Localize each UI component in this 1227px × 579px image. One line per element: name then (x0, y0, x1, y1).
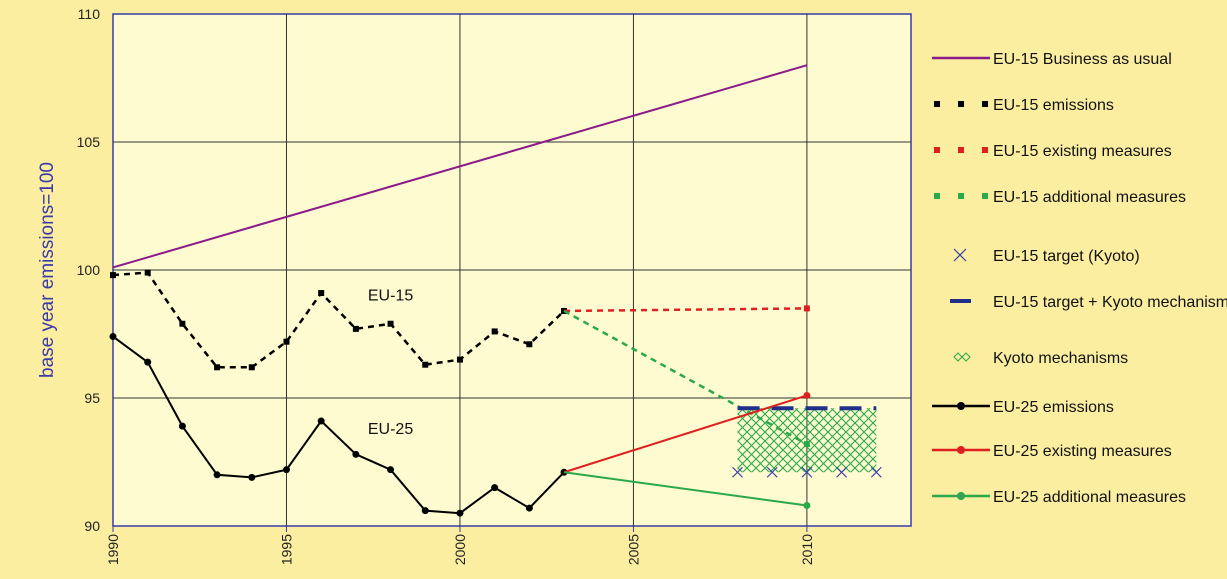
eu-25-emissions-marker (282, 466, 290, 474)
series-lines (109, 64, 882, 517)
eu-25-existing-measures-marker (803, 391, 811, 399)
x-axis: 1990 1995 2000 2005 2010 (105, 526, 815, 565)
legend-marker-eu-15-existing-measures (934, 147, 940, 153)
eu-25-emissions-marker (144, 358, 152, 366)
legend-marker-eu-15-existing-measures (982, 147, 988, 153)
eu-15-existing-measures-line (564, 307, 807, 313)
legend-marker-eu-15-additional-measures (982, 193, 988, 199)
series-annotation: EU-15 (368, 288, 413, 305)
eu-25-emissions-marker (421, 507, 429, 515)
legend-label: EU-15 additional measures (993, 189, 1186, 206)
eu-15-emissions-marker (352, 325, 359, 332)
legend-item: EU-15 target + Kyoto mechanisms (950, 294, 1227, 311)
eu-15-emissions-marker (144, 269, 151, 276)
legend-label: EU-25 existing measures (993, 443, 1172, 460)
legend-item: EU-25 additional measures (932, 489, 1186, 506)
eu-15-additional-measures-line (563, 309, 808, 446)
eu-15-emissions-line (112, 271, 565, 369)
y-tick-label: 105 (77, 134, 101, 150)
legend-marker-eu-15-additional-measures (934, 193, 940, 199)
eu-15-emissions-marker (526, 341, 533, 348)
series-annotation: EU-25 (368, 421, 413, 438)
legend-label: EU-25 additional measures (993, 489, 1186, 506)
eu-15-target-kyoto--marker (732, 466, 743, 478)
legend-item: EU-25 existing measures (932, 443, 1172, 460)
y-tick-label: 90 (84, 518, 100, 534)
legend-label: EU-15 existing measures (993, 143, 1172, 160)
y-tick-label: 110 (78, 6, 101, 22)
eu-25-additional-measures-marker (803, 502, 811, 510)
eu-15-target-kyoto--marker (801, 466, 813, 478)
eu-25-additional-measures-line (563, 471, 808, 507)
eu-25-emissions-marker (352, 450, 360, 458)
legend-marker-eu-15-emissions (934, 101, 940, 107)
eu-15-target-kyoto--marker (870, 466, 882, 478)
legend-item: EU-25 emissions (932, 399, 1114, 416)
legend-marker-eu-15-emissions (958, 101, 964, 107)
eu-15-target-kyoto--marker (766, 466, 778, 478)
x-tick-label: 1990 (105, 534, 121, 565)
eu-15-emissions-marker (318, 290, 325, 297)
eu-15-emissions-marker (456, 356, 463, 363)
y-axis-label: base year emissions=100 (37, 162, 58, 378)
x-tick-label: 2005 (625, 534, 641, 565)
eu-15-additional-measures-marker (803, 441, 810, 448)
eu-15-target-kyoto--marker (836, 466, 848, 478)
legend-marker-eu-25-emissions (957, 402, 965, 410)
x-tick-label: 1995 (278, 534, 294, 565)
legend-item: EU-15 additional measures (934, 189, 1186, 206)
legend-marker-eu-15-emissions (982, 101, 988, 107)
legend-label: EU-15 emissions (993, 97, 1114, 114)
legend-marker-eu-15-additional-measures (958, 193, 964, 199)
legend-label: Kyoto mechanisms (993, 350, 1128, 367)
legend-label: EU-15 target + Kyoto mechanisms (993, 294, 1227, 311)
eu-15-existing-measures-marker (803, 305, 810, 312)
x-tick-label: 2000 (452, 534, 468, 565)
eu-15-business-as-usual-line (112, 64, 808, 269)
legend-label: EU-15 target (Kyoto) (993, 248, 1140, 265)
eu-15-emissions-marker (179, 320, 186, 327)
y-axis: 90 95 100 105 110 (77, 6, 101, 534)
eu-25-emissions-line (112, 335, 565, 515)
eu-25-emissions-marker (317, 417, 325, 425)
eu-25-emissions-marker (387, 466, 395, 474)
eu-15-emissions-marker (248, 364, 255, 371)
y-tick-label: 95 (84, 390, 100, 406)
legend-marker-eu-25-additional-measures (957, 492, 965, 500)
legend-label: EU-25 emissions (993, 399, 1114, 416)
eu-25-emissions-marker (525, 504, 533, 512)
eu-25-emissions-marker (456, 509, 464, 517)
legend-marker-eu-15-existing-measures (958, 147, 964, 153)
eu-25-emissions-marker (178, 422, 186, 430)
legend-item: EU-15 target (Kyoto) (953, 248, 1140, 265)
eu-15-emissions-marker (387, 320, 394, 327)
eu-15-emissions-marker (422, 361, 429, 368)
legend: EU-15 Business as usual EU-15 emissions EU… (932, 51, 1227, 506)
legend-item: Kyoto mechanisms (953, 350, 1128, 367)
eu-25-emissions-marker (109, 333, 117, 341)
legend-marker-kyoto-mechanisms (953, 352, 971, 362)
eu-25-existing-measures-line (563, 394, 808, 474)
legend-item: EU-15 Business as usual (932, 51, 1172, 68)
legend-marker-eu-15-target-kyoto- (953, 248, 967, 262)
legend-item: EU-15 emissions (934, 97, 1114, 114)
eu-15-emissions-marker (214, 364, 221, 371)
eu-25-emissions-marker (248, 473, 256, 481)
eu-15-emissions-marker (283, 338, 290, 345)
legend-item: EU-15 existing measures (934, 143, 1172, 160)
eu-25-emissions-marker (491, 484, 499, 492)
legend-marker-eu-25-existing-measures (957, 446, 965, 454)
legend-label: EU-15 Business as usual (993, 51, 1172, 68)
x-tick-label: 2010 (799, 534, 815, 565)
y-tick-label: 100 (77, 262, 101, 278)
eu-15-emissions-marker (491, 328, 498, 335)
eu-15-emissions-marker (110, 272, 116, 279)
eu-25-emissions-marker (213, 471, 221, 479)
annotations: EU-15 EU-25 (368, 288, 413, 438)
